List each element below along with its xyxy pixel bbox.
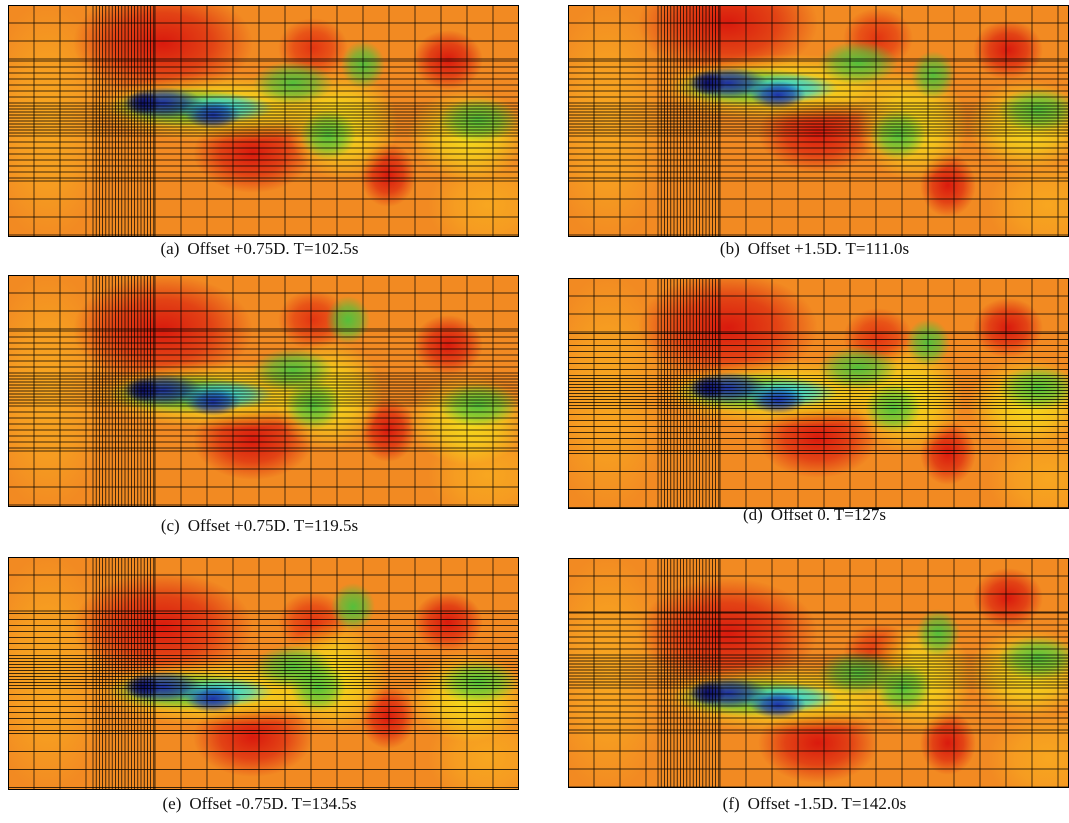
flow-field-panel xyxy=(8,5,519,237)
caption-text: Offset +0.75D. T=119.5s xyxy=(188,516,358,535)
contour-blob xyxy=(911,51,955,99)
contour-blob xyxy=(413,315,483,375)
figure: (a) Offset +0.75D. T=102.5s (b) Offset +1.… xyxy=(0,0,1069,823)
contour-blob xyxy=(413,30,483,90)
caption-label: (d) xyxy=(743,505,763,524)
flow-field-panel xyxy=(568,5,1069,237)
caption: (b) Offset +1.5D. T=111.0s xyxy=(568,239,1069,259)
contour-blob xyxy=(690,681,726,705)
caption-text: Offset -0.75D. T=134.5s xyxy=(189,794,356,813)
caption-text: Offset +0.75D. T=102.5s xyxy=(187,239,358,258)
contour-blob xyxy=(285,380,341,430)
caption: (d) Offset 0. T=127s xyxy=(568,505,1069,525)
contour-blob xyxy=(690,71,726,95)
contour-blob xyxy=(973,20,1043,80)
contour-blob xyxy=(818,346,898,390)
contour-blob xyxy=(125,378,161,402)
contour-blob xyxy=(290,662,346,712)
contour-blob xyxy=(438,98,518,142)
contour-blob xyxy=(916,609,960,657)
caption-text: Offset -1.5D. T=142.0s xyxy=(748,794,907,813)
flow-field-panel xyxy=(568,558,1069,788)
contour-blob xyxy=(331,583,375,631)
contour-blob xyxy=(870,110,926,160)
contour-blob xyxy=(438,660,518,704)
caption: (c) Offset +0.75D. T=119.5s xyxy=(8,516,519,536)
caption-text: Offset 0. T=127s xyxy=(771,505,886,524)
flow-field-panel xyxy=(568,278,1069,509)
caption-label: (f) xyxy=(723,794,740,813)
flow-field-panel xyxy=(8,557,519,790)
contour-blob xyxy=(750,691,806,719)
contour-blob xyxy=(185,685,241,713)
contour-blob xyxy=(818,41,898,85)
contour-blob xyxy=(413,592,483,652)
caption-label: (b) xyxy=(720,239,740,258)
contour-blob xyxy=(125,675,161,699)
contour-blob xyxy=(253,61,333,105)
flow-field-panel xyxy=(8,275,519,507)
caption-label: (c) xyxy=(161,516,180,535)
caption: (a) Offset +0.75D. T=102.5s xyxy=(8,239,519,259)
contour-blob xyxy=(438,383,518,427)
contour-blob xyxy=(973,298,1043,358)
caption-text: Offset +1.5D. T=111.0s xyxy=(748,239,909,258)
caption: (f) Offset -1.5D. T=142.0s xyxy=(568,794,1069,814)
caption: (e) Offset -0.75D. T=134.5s xyxy=(8,794,519,814)
contour-blob xyxy=(300,110,356,160)
caption-label: (a) xyxy=(161,239,180,258)
caption-label: (e) xyxy=(162,794,181,813)
